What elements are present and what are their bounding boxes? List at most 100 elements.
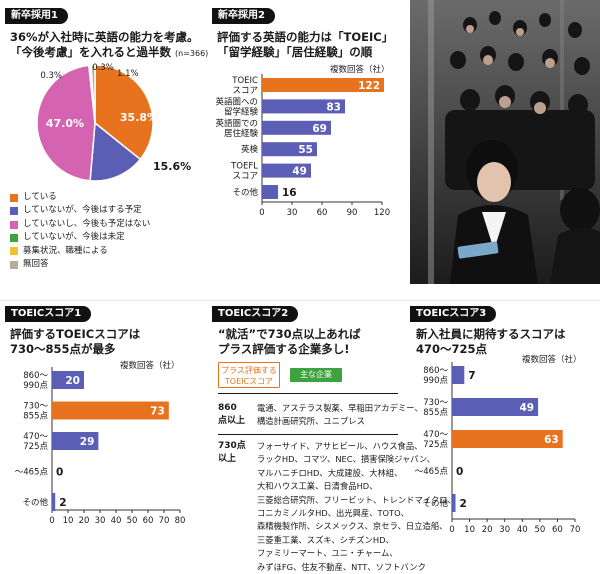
bar2-bar-4: [262, 163, 311, 178]
bar3-tick-label-5: 50: [127, 516, 138, 526]
section-divider: [0, 300, 600, 301]
bar5-tick-label-1: 10: [464, 525, 475, 535]
bar3-bar-2: [52, 432, 99, 450]
legend-item-2: していないし、今後も予定はない: [10, 218, 150, 231]
bar5-category-2-1: 725点: [423, 440, 448, 450]
panel1-title-line1: 36%が入社時に英語の能力を考慮。: [10, 30, 199, 44]
bar5-bar-4: [452, 494, 456, 512]
panel5-title-line1: 新入社員に期待するスコアは: [416, 327, 566, 341]
bar3-tick-label-4: 40: [111, 516, 122, 526]
bar3-category-1-1: 855点: [23, 412, 48, 422]
bar2-value-3: 55: [298, 144, 313, 156]
bar3-category-0-0: 860～: [23, 371, 48, 381]
bar5-category-1-1: 855点: [423, 408, 448, 418]
bar2-category-4-1: スコア: [232, 172, 258, 182]
legend-swatch-3: [10, 233, 18, 242]
legend-swatch-2: [10, 220, 18, 229]
bar2-bar-5: [262, 185, 278, 199]
bar5-category-3-0: ～465点: [415, 467, 449, 477]
bar3-value-2: 29: [80, 436, 95, 448]
bar5-value-3: 0: [456, 466, 463, 478]
photo-job-seekers: [410, 0, 600, 284]
legend-label-4: 募集状況、職種による: [23, 245, 108, 256]
bar3-category-1-0: 730～: [23, 402, 48, 412]
bar5-tick-label-4: 40: [517, 525, 528, 535]
table-rule-mid: [218, 434, 398, 435]
pie-label-2: 47.0%: [46, 117, 84, 130]
bar2-value-5: 16: [282, 187, 297, 199]
header-plus-evaluated-score: プラス評価する TOEICスコア: [218, 362, 280, 388]
bar5-category-0-0: 860～: [423, 366, 448, 376]
bar3-value-1: 73: [150, 406, 165, 418]
bar5-category-4-0: その他: [422, 498, 448, 509]
panel1-tag: 新卒採用1: [5, 8, 68, 24]
panel5-unit: 複数回答（社）: [522, 355, 582, 365]
bar2-category-1-1: 留学経験: [224, 106, 259, 117]
panel4-tag: TOEICスコア2: [212, 306, 299, 322]
bar3-category-4-0: その他: [22, 497, 48, 508]
pie-slice-0: [94, 64, 154, 161]
bar3-value-4: 2: [59, 497, 66, 509]
bar3-tick-label-8: 80: [175, 516, 186, 526]
legend-swatch-1: [10, 207, 18, 216]
bar3-tick-label-0: 0: [49, 516, 54, 526]
pie-slice-5: [90, 64, 96, 124]
legend-label-5: 無回答: [23, 259, 49, 270]
bar2-category-5-0: その他: [232, 187, 258, 198]
panel3-title-line1: 評価するTOEICスコアは: [10, 327, 141, 341]
bar5-bar-0: [452, 366, 465, 384]
bar5-value-2: 63: [544, 434, 559, 446]
panel4-title-line1: “就活”で730点以上あれば: [218, 327, 361, 341]
panel2-tag: 新卒採用2: [212, 8, 275, 24]
legend-swatch-5: [10, 260, 18, 269]
bar2-tick-label-2: 60: [317, 208, 328, 218]
legend-item-5: 無回答: [10, 258, 150, 271]
panel3-unit: 複数回答（社）: [120, 361, 180, 371]
bar5-tick-label-7: 70: [570, 525, 581, 535]
bar3-value-0: 20: [65, 375, 80, 387]
pie-label-3: 0.3%: [40, 71, 62, 81]
header-main-companies: 主な企業: [290, 368, 342, 382]
pie-slice-1: [89, 121, 142, 182]
panel1-title-line2: 「今後考慮」を入れると過半数 (n=366): [10, 45, 208, 61]
bar3-bar-0: [52, 371, 84, 389]
panel2-unit: 複数回答（社）: [330, 65, 390, 75]
bar5-category-1-0: 730～: [423, 398, 448, 408]
bar5-value-4: 2: [460, 498, 467, 510]
panel5-title-line2: 470～725点: [416, 342, 488, 356]
legend-item-1: していないが、今後はする予定: [10, 204, 150, 217]
legend-item-3: していないが、今後は未定: [10, 231, 150, 244]
bar3-tick-label-6: 60: [143, 516, 154, 526]
panel3-title-line2: 730～855点が最多: [10, 342, 116, 356]
legend-item-0: している: [10, 191, 150, 204]
bar3-category-2-0: 470～: [23, 432, 48, 442]
bar2-bar-3: [262, 142, 317, 157]
bar2-value-2: 69: [312, 123, 327, 135]
legend-label-1: していないが、今後はする予定: [23, 205, 142, 216]
bar2-bar-2: [262, 120, 331, 135]
bar5-value-1: 49: [519, 402, 534, 414]
bar5-bar-2: [452, 430, 563, 448]
legend-swatch-0: [10, 193, 18, 202]
legend-swatch-4: [10, 247, 18, 256]
pie-chart: 35.8%15.6%47.0%0.3%0.3%1.1%: [36, 63, 191, 182]
row2-company-list: フォーサイド、アサヒビール、ハウス食品、 ラックHD、コマツ、NEC、損害保険ジ…: [257, 441, 456, 572]
bar3-category-2-1: 725点: [23, 442, 48, 452]
bar-chart-english-abilities: 0 30 60 90 120122TOEICスコア83英語圏への留学経験69英語圏での居…: [215, 74, 390, 218]
bar5-category-2-0: 470～: [423, 430, 448, 440]
bar2-tick-label-1: 30: [287, 208, 298, 218]
bar2-category-2-0: 英語圏での: [215, 118, 258, 129]
bar2-bar-1: [262, 99, 345, 114]
bar2-category-0-1: スコア: [232, 86, 258, 96]
bar5-tick-label-6: 60: [552, 525, 563, 535]
bar3-category-3-0: ～465点: [15, 468, 49, 478]
bar3-value-3: 0: [56, 467, 63, 479]
pie-label-1: 15.6%: [153, 160, 191, 173]
bar5-tick-label-5: 50: [534, 525, 545, 535]
bar3-tick-label-7: 70: [159, 516, 170, 526]
bar2-value-1: 83: [326, 101, 341, 113]
bar5-value-0: 7: [468, 370, 475, 382]
bar3-tick-label-3: 30: [95, 516, 106, 526]
bar2-value-0: 122: [358, 80, 380, 92]
bar5-tick-label-2: 20: [482, 525, 493, 535]
